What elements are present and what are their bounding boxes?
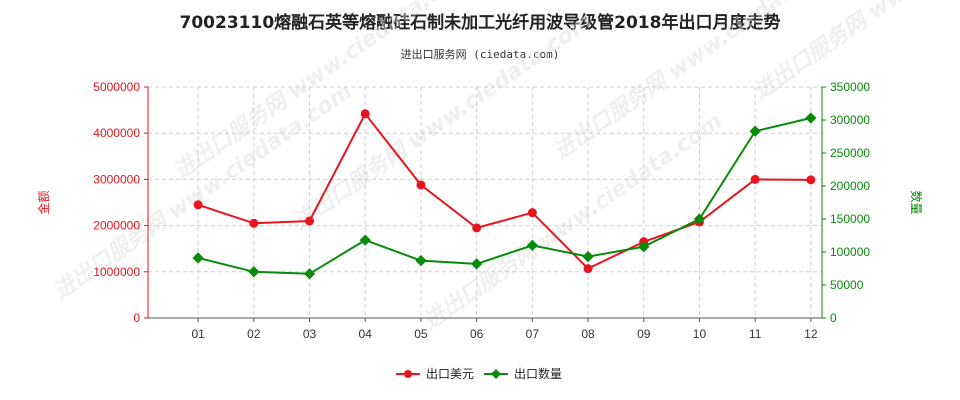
x-tick-label: 01 — [191, 327, 205, 341]
data-point-export-usd — [416, 180, 426, 190]
chart-subtitle: 进出口服务网 (ciedata.com) — [400, 48, 560, 61]
series-line-export-usd — [197, 111, 811, 270]
x-tick-label: 11 — [749, 327, 762, 341]
data-point-export-usd — [472, 223, 482, 233]
data-point-export-usd — [527, 208, 537, 218]
right-tick-label: 250000 — [830, 146, 870, 160]
data-point-export-qty — [303, 268, 316, 280]
x-tick-label: 12 — [804, 327, 818, 341]
x-tick-label: 10 — [693, 327, 707, 341]
x-tick-label: 09 — [637, 327, 651, 341]
data-point-export-qty — [638, 241, 650, 253]
data-point-export-usd — [305, 216, 315, 226]
data-point-export-usd — [750, 174, 760, 184]
right-tick-label: 0 — [830, 311, 837, 325]
data-point-export-qty — [359, 234, 371, 246]
right-tick-label: 350000 — [830, 80, 870, 94]
left-tick-label: 3000000 — [93, 172, 140, 186]
left-tick-label: 1000000 — [93, 265, 140, 279]
axis-layer: 0100000020000003000000400000050000000500… — [36, 80, 924, 341]
series-line-export-qty — [197, 117, 812, 275]
data-point-export-usd — [806, 175, 816, 185]
data-point-export-usd — [583, 264, 593, 274]
right-tick-label: 300000 — [830, 113, 870, 127]
legend-marker — [404, 370, 412, 378]
x-tick-label: 03 — [303, 327, 317, 341]
left-tick-label: 2000000 — [93, 219, 140, 233]
x-tick-label: 07 — [526, 327, 540, 341]
data-point-export-qty — [693, 213, 706, 225]
data-point-export-usd — [249, 218, 259, 228]
right-tick-label: 50000 — [830, 278, 864, 292]
data-point-export-usd — [360, 109, 370, 119]
data-point-export-qty — [248, 266, 260, 278]
x-tick-label: 02 — [247, 327, 261, 341]
data-point-export-qty — [415, 254, 427, 267]
x-tick-label: 04 — [359, 327, 373, 341]
left-axis-title: 金额 — [36, 190, 51, 214]
data-point-export-qty — [749, 125, 761, 137]
data-point-export-qty — [470, 258, 483, 270]
data-point-export-qty — [582, 250, 594, 263]
series-layer — [192, 109, 817, 280]
legend-label: 出口数量 — [514, 366, 562, 381]
x-tick-label: 08 — [581, 327, 595, 341]
legend-item-export-qty: 出口数量 — [484, 366, 562, 381]
right-tick-label: 150000 — [830, 212, 870, 226]
data-point-export-qty — [192, 252, 204, 264]
data-point-export-qty — [805, 112, 817, 124]
x-tick-label: 06 — [470, 327, 484, 341]
right-tick-label: 200000 — [830, 179, 870, 193]
data-point-export-qty — [526, 239, 539, 252]
left-tick-label: 0 — [133, 311, 140, 325]
legend-item-export-usd: 出口美元 — [396, 367, 474, 381]
x-tick-label: 05 — [414, 327, 428, 341]
data-point-export-usd — [193, 200, 203, 210]
left-tick-label: 5000000 — [93, 80, 140, 94]
chart-title: 70023110熔融石英等熔融硅石制未加工光纤用波导级管2018年出口月度走势 — [179, 13, 781, 33]
legend-marker — [491, 369, 501, 379]
right-axis-title: 数量 — [909, 190, 924, 214]
right-tick-label: 100000 — [830, 245, 870, 259]
legend-label: 出口美元 — [426, 367, 474, 381]
legend-layer: 出口美元 出口数量 — [396, 366, 562, 381]
left-tick-label: 4000000 — [93, 126, 140, 140]
